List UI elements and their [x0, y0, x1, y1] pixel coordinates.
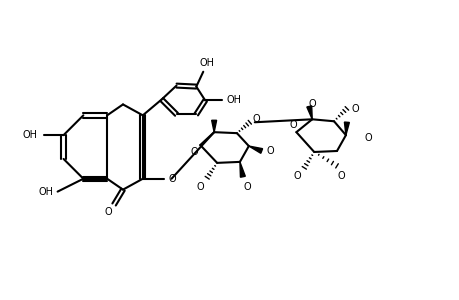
Polygon shape — [248, 146, 262, 153]
Text: O: O — [266, 146, 274, 156]
Text: O: O — [242, 182, 250, 192]
Text: O: O — [308, 99, 315, 110]
Text: O: O — [104, 207, 112, 218]
Text: O: O — [364, 133, 372, 143]
Polygon shape — [306, 106, 312, 119]
Text: O: O — [196, 182, 204, 192]
Polygon shape — [344, 122, 349, 135]
Text: OH: OH — [22, 130, 37, 140]
Text: OH: OH — [199, 58, 214, 68]
Text: O: O — [168, 174, 176, 184]
Text: O: O — [293, 171, 301, 181]
Text: OH: OH — [38, 187, 53, 196]
Polygon shape — [211, 120, 216, 132]
Text: O: O — [252, 114, 260, 124]
Polygon shape — [240, 162, 245, 177]
Text: OH: OH — [226, 95, 241, 106]
Text: O: O — [336, 171, 344, 181]
Text: O: O — [190, 147, 198, 157]
Text: O: O — [350, 104, 358, 114]
Text: O: O — [289, 120, 297, 130]
